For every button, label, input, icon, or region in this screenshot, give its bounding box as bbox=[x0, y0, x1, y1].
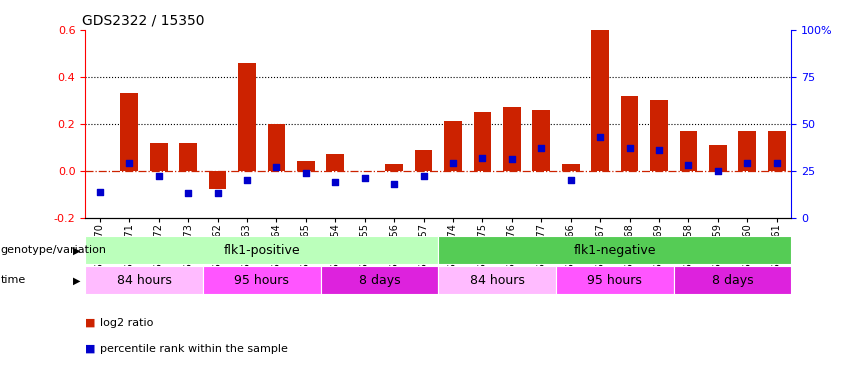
Text: flk1-positive: flk1-positive bbox=[223, 244, 300, 257]
Point bbox=[593, 134, 607, 140]
Point bbox=[623, 145, 637, 151]
Point bbox=[93, 189, 106, 195]
Text: 95 hours: 95 hours bbox=[587, 274, 643, 287]
Bar bbox=[556, 266, 674, 294]
Point bbox=[711, 168, 725, 174]
Bar bbox=[620, 96, 638, 171]
Text: ▶: ▶ bbox=[72, 275, 80, 285]
Point bbox=[564, 177, 578, 183]
Bar bbox=[674, 266, 791, 294]
Text: ■: ■ bbox=[85, 344, 95, 354]
Bar bbox=[238, 63, 256, 171]
Bar bbox=[121, 93, 138, 171]
Text: ▶: ▶ bbox=[72, 245, 80, 255]
Bar bbox=[327, 154, 344, 171]
Bar bbox=[533, 110, 550, 171]
Point bbox=[740, 160, 754, 166]
Bar bbox=[503, 107, 521, 171]
Bar bbox=[203, 266, 321, 294]
Point bbox=[151, 173, 165, 179]
Bar bbox=[85, 266, 203, 294]
Point bbox=[446, 160, 460, 166]
Point bbox=[123, 160, 136, 166]
Bar bbox=[414, 150, 432, 171]
Bar bbox=[709, 145, 727, 171]
Bar bbox=[768, 131, 785, 171]
Text: ■: ■ bbox=[85, 318, 95, 327]
Text: log2 ratio: log2 ratio bbox=[100, 318, 154, 327]
Text: flk1-negative: flk1-negative bbox=[574, 244, 656, 257]
Point bbox=[299, 170, 312, 176]
Bar bbox=[650, 100, 668, 171]
Bar bbox=[438, 266, 556, 294]
Bar bbox=[438, 236, 791, 264]
Text: 84 hours: 84 hours bbox=[117, 274, 171, 287]
Point bbox=[652, 147, 665, 153]
Bar bbox=[267, 124, 285, 171]
Point bbox=[358, 175, 372, 181]
Point bbox=[387, 181, 401, 187]
Bar bbox=[444, 122, 462, 171]
Point bbox=[476, 154, 489, 160]
Point bbox=[240, 177, 254, 183]
Bar bbox=[321, 266, 438, 294]
Point bbox=[211, 190, 225, 196]
Text: percentile rank within the sample: percentile rank within the sample bbox=[100, 344, 288, 354]
Bar bbox=[473, 112, 491, 171]
Text: 84 hours: 84 hours bbox=[470, 274, 524, 287]
Bar bbox=[680, 131, 697, 171]
Point bbox=[534, 145, 548, 151]
Point bbox=[682, 162, 695, 168]
Bar bbox=[386, 164, 403, 171]
Text: 8 days: 8 days bbox=[358, 274, 400, 287]
Bar bbox=[562, 164, 580, 171]
Point bbox=[505, 156, 518, 162]
Point bbox=[181, 190, 195, 196]
Bar bbox=[297, 161, 315, 171]
Text: genotype/variation: genotype/variation bbox=[1, 245, 107, 255]
Text: GDS2322 / 15350: GDS2322 / 15350 bbox=[82, 13, 204, 27]
Bar bbox=[180, 142, 197, 171]
Bar bbox=[739, 131, 756, 171]
Bar bbox=[591, 30, 609, 171]
Point bbox=[417, 173, 431, 179]
Point bbox=[328, 179, 342, 185]
Text: 8 days: 8 days bbox=[711, 274, 753, 287]
Bar bbox=[150, 142, 168, 171]
Bar bbox=[85, 236, 438, 264]
Point bbox=[270, 164, 283, 170]
Text: time: time bbox=[1, 275, 26, 285]
Text: 95 hours: 95 hours bbox=[234, 274, 289, 287]
Bar bbox=[208, 171, 226, 189]
Point bbox=[770, 160, 784, 166]
